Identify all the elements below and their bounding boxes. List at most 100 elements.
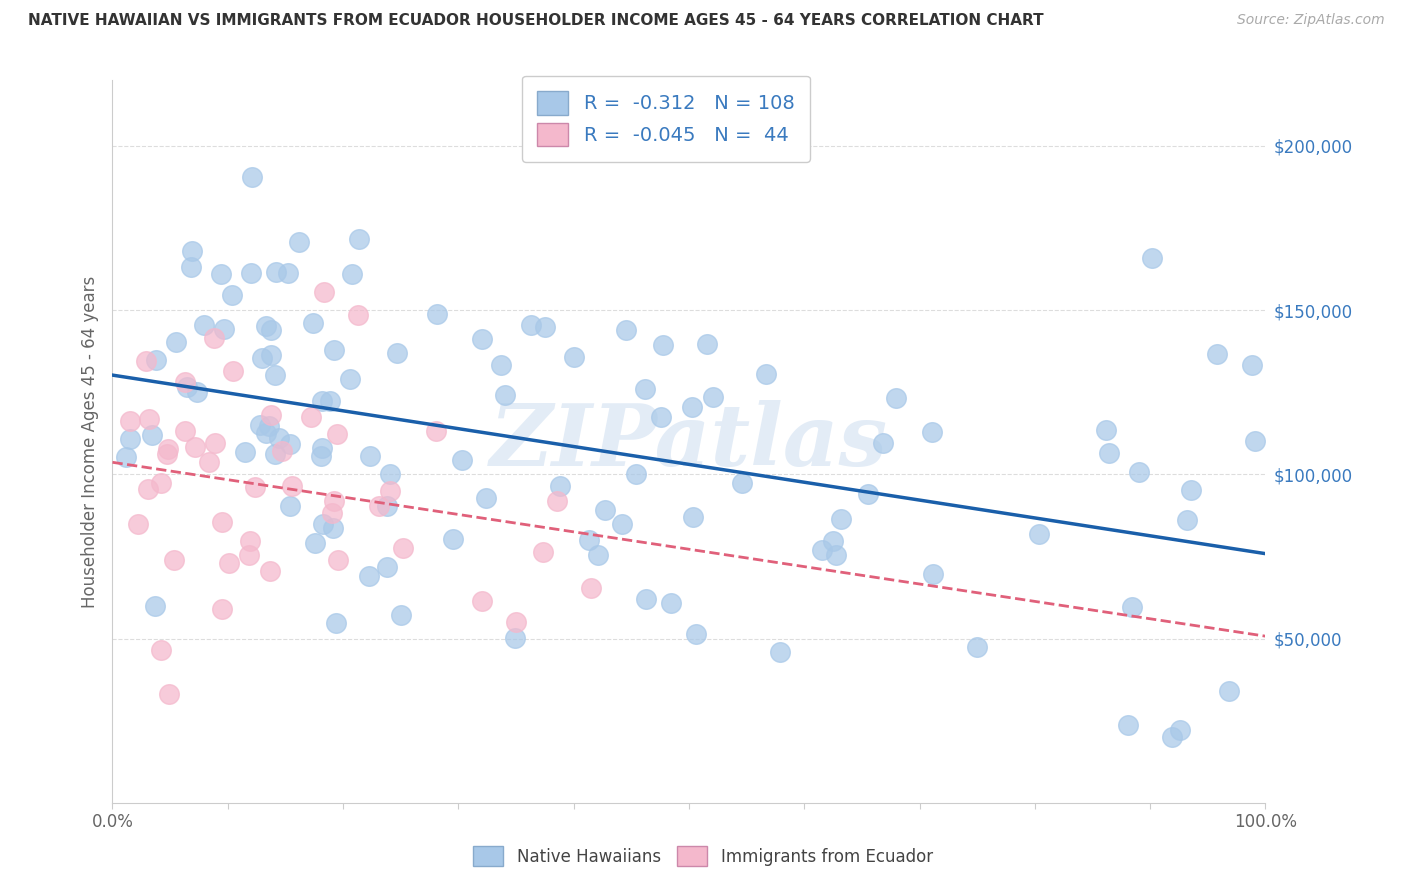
Point xyxy=(375,560,398,574)
Point xyxy=(426,307,449,321)
Point xyxy=(636,592,658,607)
Point xyxy=(257,418,280,433)
Point xyxy=(259,564,281,578)
Point xyxy=(271,444,294,458)
Point xyxy=(921,566,943,581)
Point xyxy=(392,541,415,556)
Point xyxy=(252,351,274,366)
Point xyxy=(489,358,512,372)
Y-axis label: Householder Income Ages 45 - 64 years: Householder Income Ages 45 - 64 years xyxy=(80,276,98,607)
Point xyxy=(141,428,163,442)
Point xyxy=(260,348,283,362)
Point xyxy=(825,548,848,562)
Point xyxy=(280,499,302,513)
Point xyxy=(1241,358,1264,372)
Point xyxy=(181,244,204,259)
Point xyxy=(347,232,370,246)
Point xyxy=(180,260,202,274)
Point xyxy=(312,285,335,299)
Point xyxy=(375,499,398,513)
Text: NATIVE HAWAIIAN VS IMMIGRANTS FROM ECUADOR HOUSEHOLDER INCOME AGES 45 - 64 YEARS: NATIVE HAWAIIAN VS IMMIGRANTS FROM ECUAD… xyxy=(28,13,1043,29)
Point xyxy=(165,335,187,350)
Point xyxy=(312,517,335,532)
Point xyxy=(221,288,243,302)
Point xyxy=(211,602,233,616)
Point xyxy=(471,332,494,346)
Point xyxy=(505,615,527,629)
Point xyxy=(193,318,215,332)
Point xyxy=(475,491,498,506)
Point xyxy=(240,266,263,280)
Point xyxy=(503,631,526,645)
Point xyxy=(1161,730,1184,744)
Point xyxy=(277,266,299,280)
Point xyxy=(650,409,672,424)
Point xyxy=(311,442,333,456)
Point xyxy=(239,534,262,549)
Point xyxy=(288,235,311,249)
Point xyxy=(471,594,494,608)
Point xyxy=(138,412,160,426)
Point xyxy=(1205,346,1227,360)
Point xyxy=(1098,446,1121,460)
Point xyxy=(186,385,208,400)
Point xyxy=(546,494,568,508)
Point xyxy=(494,388,516,402)
Point xyxy=(768,645,790,659)
Point xyxy=(626,467,648,481)
Point xyxy=(1121,600,1143,615)
Point xyxy=(149,643,172,657)
Point xyxy=(238,549,260,563)
Text: Source: ZipAtlas.com: Source: ZipAtlas.com xyxy=(1237,13,1385,28)
Point xyxy=(966,640,988,654)
Point xyxy=(685,626,707,640)
Point xyxy=(204,436,226,450)
Point xyxy=(115,450,138,464)
Point xyxy=(1180,483,1202,498)
Point xyxy=(378,483,401,498)
Point xyxy=(702,391,724,405)
Point xyxy=(811,542,834,557)
Point xyxy=(260,408,283,422)
Point xyxy=(921,425,943,440)
Point xyxy=(1175,513,1198,527)
Point xyxy=(562,350,585,364)
Point xyxy=(299,410,322,425)
Point xyxy=(249,418,271,433)
Point xyxy=(267,431,290,445)
Point xyxy=(281,479,304,493)
Point xyxy=(340,267,363,281)
Point xyxy=(311,394,333,409)
Point xyxy=(378,467,401,481)
Point xyxy=(322,521,344,535)
Point xyxy=(1168,723,1191,738)
Point xyxy=(136,482,159,496)
Point xyxy=(578,533,600,548)
Point xyxy=(197,455,219,469)
Point xyxy=(531,545,554,559)
Point xyxy=(634,382,657,396)
Point xyxy=(173,425,195,439)
Point xyxy=(586,548,609,562)
Point xyxy=(1128,465,1150,479)
Point xyxy=(652,338,675,352)
Point xyxy=(209,267,232,281)
Point xyxy=(1218,683,1240,698)
Point xyxy=(616,323,638,337)
Point xyxy=(260,323,283,337)
Point xyxy=(823,534,845,549)
Point xyxy=(202,331,225,345)
Point xyxy=(391,607,413,622)
Point xyxy=(211,516,233,530)
Legend: Native Hawaiians, Immigrants from Ecuador: Native Hawaiians, Immigrants from Ecuado… xyxy=(465,838,941,875)
Point xyxy=(682,509,704,524)
Point xyxy=(612,516,634,531)
Point xyxy=(127,516,149,531)
Point xyxy=(254,318,277,333)
Point xyxy=(359,450,381,464)
Legend: R =  -0.312   N = 108, R =  -0.045   N =  44: R = -0.312 N = 108, R = -0.045 N = 44 xyxy=(522,76,810,161)
Point xyxy=(212,321,235,335)
Point xyxy=(184,440,207,454)
Point xyxy=(325,615,347,630)
Point xyxy=(339,372,361,386)
